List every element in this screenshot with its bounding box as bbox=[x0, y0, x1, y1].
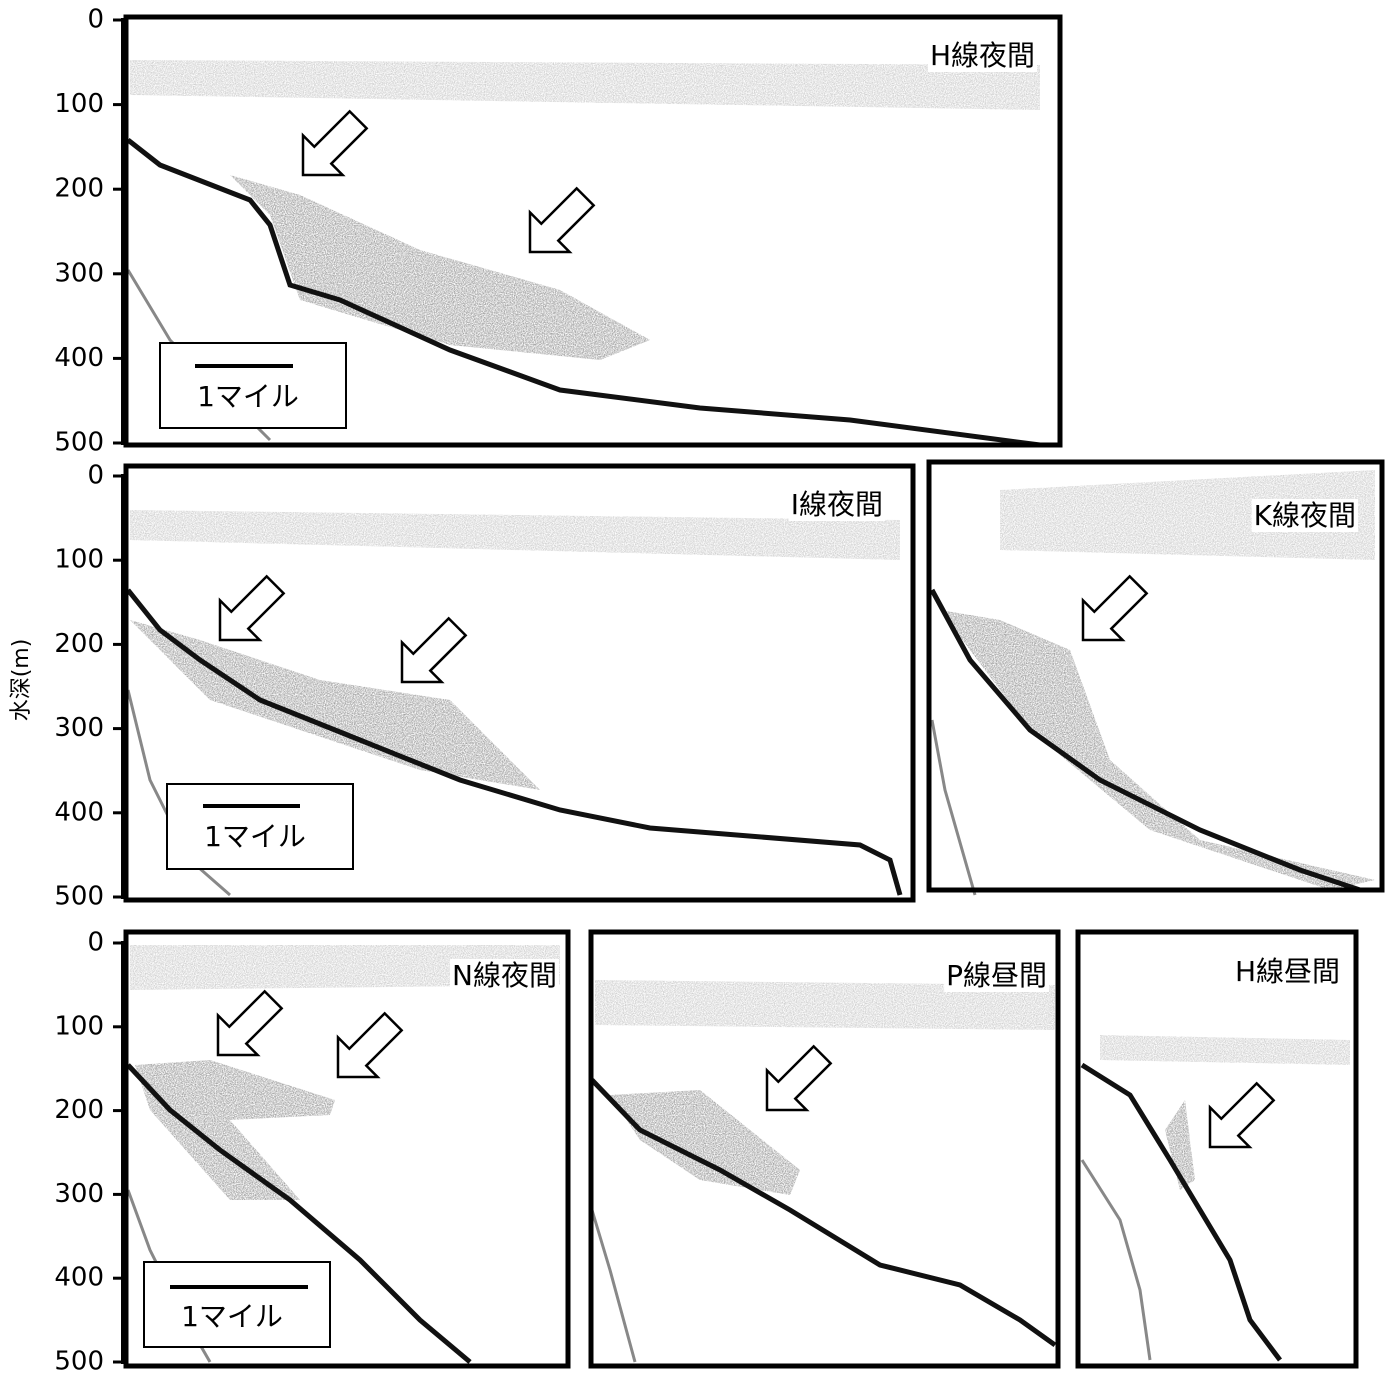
y-tick-label: 100 bbox=[54, 89, 104, 119]
y-tick-label: 400 bbox=[54, 797, 104, 827]
y-tick-label: 500 bbox=[54, 428, 104, 458]
y-tick-label: 0 bbox=[87, 461, 104, 491]
y-tick-label: 200 bbox=[54, 629, 104, 659]
y-tick-label: 100 bbox=[54, 1011, 104, 1041]
panel-label: I線夜間 bbox=[791, 488, 883, 521]
y-tick-label: 200 bbox=[54, 174, 104, 204]
panel-label: H線夜間 bbox=[930, 39, 1035, 72]
y-tick-label: 0 bbox=[87, 928, 104, 958]
axis-label: 水深(m) bbox=[9, 639, 34, 722]
scale-bar-label: 1マイル bbox=[204, 820, 306, 853]
scale-bar-label: 1マイル bbox=[197, 380, 299, 413]
y-tick-label: 400 bbox=[54, 1263, 104, 1293]
y-tick-label: 300 bbox=[54, 713, 104, 743]
y-tick-label: 300 bbox=[54, 1179, 104, 1209]
echogram-art bbox=[126, 17, 1382, 1366]
y-tick-label: 500 bbox=[54, 882, 104, 912]
panel-label: N線夜間 bbox=[452, 959, 557, 992]
y-tick-label: 200 bbox=[54, 1095, 104, 1125]
panel-frame bbox=[1078, 932, 1356, 1366]
y-tick-label: 0 bbox=[87, 5, 104, 35]
panel-label: P線昼間 bbox=[946, 959, 1047, 992]
panel-label: K線夜間 bbox=[1254, 499, 1356, 532]
y-tick-label: 100 bbox=[54, 545, 104, 575]
figure: 水深(m) 0 100 200 300 400 500 H線夜間 1マイル 0 100 200 300… bbox=[0, 0, 1388, 1373]
y-tick-label: 400 bbox=[54, 343, 104, 373]
panel-label: H線昼間 bbox=[1235, 955, 1340, 988]
y-tick-label: 300 bbox=[54, 258, 104, 288]
scale-bar-label: 1マイル bbox=[181, 1300, 283, 1333]
y-tick-label: 500 bbox=[54, 1347, 104, 1373]
